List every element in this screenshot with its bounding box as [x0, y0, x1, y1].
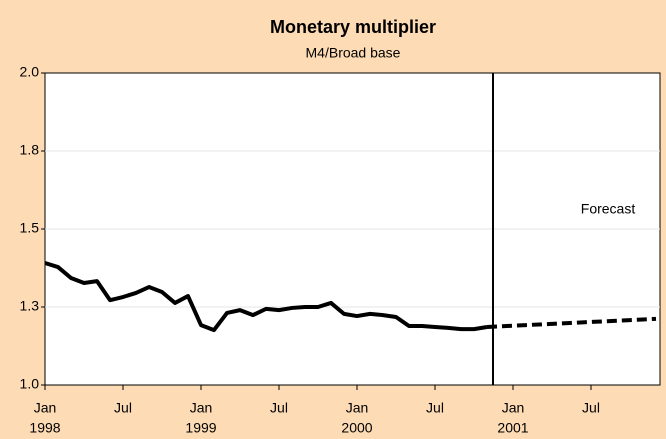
x-tick-label: Jan [190, 400, 213, 416]
y-tick-label: 1.0 [20, 376, 40, 392]
chart-title: Monetary multiplier [270, 17, 436, 37]
x-tick-label: Jul [114, 400, 132, 416]
x-year-label: 1999 [185, 420, 216, 436]
y-tick-label: 1.8 [20, 142, 40, 158]
y-tick-label: 1.5 [20, 220, 40, 236]
y-tick-label: 2.0 [20, 64, 40, 80]
chart-subtitle: M4/Broad base [306, 45, 401, 61]
x-tick-label: Jan [502, 400, 525, 416]
x-year-label: 1998 [29, 420, 60, 436]
line-series [486, 316, 657, 329]
annotation: Forecast [581, 201, 636, 217]
x-tick-label: Jul [270, 400, 288, 416]
x-tick-label: Jul [426, 400, 444, 416]
y-tick-label: 1.3 [20, 298, 40, 314]
line-series [44, 261, 488, 333]
x-tick-label: Jan [346, 400, 369, 416]
x-tick-label: Jul [582, 400, 600, 416]
x-tick-label: Jan [34, 400, 57, 416]
x-year-label: 2000 [341, 420, 372, 436]
x-year-label: 2001 [497, 420, 528, 436]
